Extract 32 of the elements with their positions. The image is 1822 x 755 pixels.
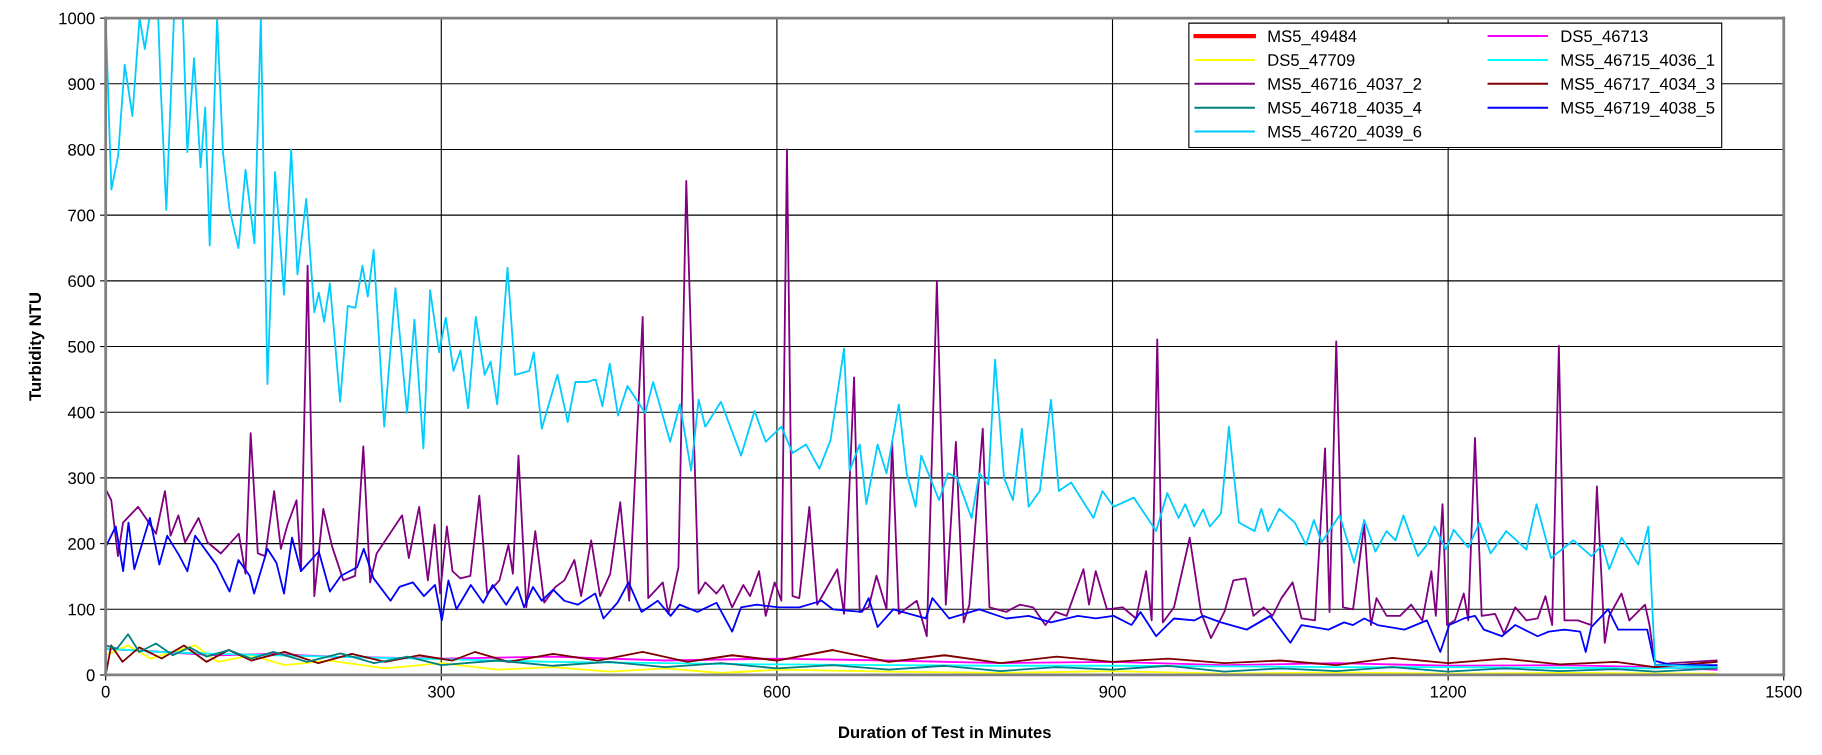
x-tick-label: 1200 — [1430, 685, 1467, 698]
line-series — [105, 633, 1718, 673]
x-tick-label: 0 — [101, 685, 110, 698]
legend-label: MS5_46717_4034_3 — [1561, 78, 1715, 93]
legend-label: MS5_46719_4038_5 — [1561, 101, 1715, 117]
y-tick-label: 500 — [68, 340, 95, 353]
legend-label: MS5_46715_4036_1 — [1561, 54, 1715, 70]
x-tick-label: 600 — [763, 685, 791, 698]
y-tick-label: 600 — [68, 275, 95, 288]
y-tick-label: 1000 — [59, 12, 95, 25]
y-tick-label: 900 — [68, 78, 95, 91]
legend-label: MS5_49484 — [1268, 30, 1357, 46]
y-tick-label: 300 — [68, 472, 95, 485]
y-tick-label: 100 — [68, 603, 95, 616]
legend-label: MS5_46720_4039_6 — [1268, 125, 1422, 141]
x-tick-label: 1500 — [1766, 685, 1802, 698]
y-tick-label: 200 — [68, 538, 95, 550]
legend-label: DS5_46713 — [1561, 30, 1648, 46]
legend-label: DS5_47709 — [1268, 54, 1355, 70]
y-tick-label: 700 — [68, 209, 95, 222]
line-series — [105, 148, 1718, 667]
x-tick-label: 300 — [428, 685, 455, 698]
x-axis-title: Duration of Test in Minutes — [839, 725, 1051, 739]
line-series — [105, 18, 1718, 668]
legend-label: MS5_46716_4037_2 — [1268, 78, 1422, 93]
y-tick-label: 400 — [67, 406, 95, 419]
y-tick-label: 0 — [86, 669, 95, 682]
legend-label: MS5_46718_4035_4 — [1268, 101, 1422, 117]
x-tick-label: 900 — [1099, 685, 1126, 698]
line-series — [105, 517, 1718, 667]
y-tick-label: 800 — [68, 143, 95, 156]
y-axis-title: Turbidity NTU — [28, 293, 45, 401]
